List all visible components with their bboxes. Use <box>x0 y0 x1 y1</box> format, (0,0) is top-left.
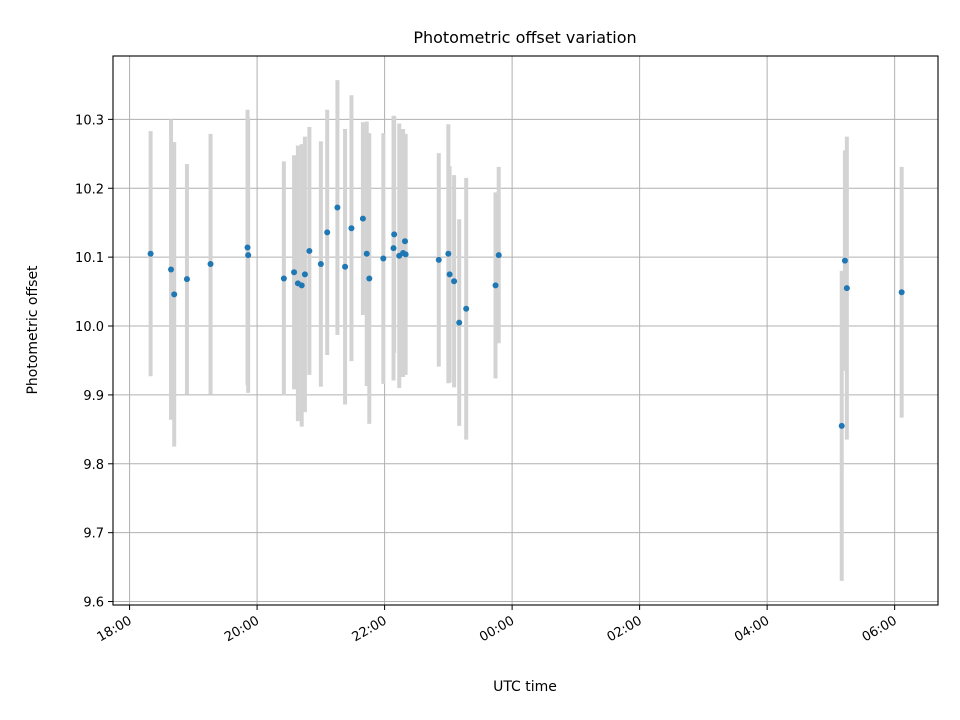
y-tick-label: 9.7 <box>83 527 104 542</box>
data-point <box>359 215 366 222</box>
y-tick-label: 10.3 <box>75 113 104 128</box>
data-point <box>841 257 848 264</box>
data-point <box>324 229 331 236</box>
y-tick-label: 9.6 <box>83 596 104 611</box>
data-point <box>435 256 442 263</box>
plot-frame <box>112 55 939 606</box>
data-point <box>366 275 373 282</box>
data-point <box>495 252 502 259</box>
data-point <box>244 244 251 251</box>
data-point <box>168 266 175 273</box>
data-point <box>301 271 308 278</box>
data-point <box>402 251 409 258</box>
data-point <box>463 305 470 312</box>
data-point <box>291 269 298 276</box>
data-markers <box>147 204 905 429</box>
y-axis: 9.6 9.7 9.8 9.9 10.0 10.1 10.2 10.3 <box>75 113 113 611</box>
data-point <box>280 275 287 282</box>
data-point <box>348 225 355 232</box>
grid <box>113 56 938 605</box>
chart-title: Photometric offset variation <box>413 28 636 47</box>
data-point <box>207 261 214 268</box>
data-point <box>147 250 154 257</box>
data-point <box>838 422 845 429</box>
data-point <box>171 291 178 298</box>
data-point <box>898 289 905 296</box>
y-tick-label: 9.9 <box>83 389 104 404</box>
data-point <box>363 250 370 257</box>
y-tick-label: 10.0 <box>75 320 104 335</box>
data-point <box>391 231 398 238</box>
y-tick-label: 10.1 <box>75 251 104 266</box>
data-point <box>390 245 397 252</box>
data-point <box>183 276 190 283</box>
data-point <box>492 282 499 289</box>
data-point <box>334 204 341 211</box>
y-axis-label: Photometric offset <box>25 265 41 395</box>
data-point <box>446 271 453 278</box>
data-point <box>451 278 458 285</box>
data-point <box>298 282 305 289</box>
data-point <box>342 263 349 270</box>
data-point <box>402 238 409 245</box>
data-point <box>245 252 252 259</box>
data-point <box>456 319 463 326</box>
y-tick-label: 10.2 <box>75 182 104 197</box>
data-point <box>445 250 452 257</box>
data-point <box>317 261 324 268</box>
x-axis-label: UTC time <box>493 679 557 695</box>
data-point <box>843 285 850 292</box>
data-point <box>306 247 313 254</box>
data-point <box>380 255 387 262</box>
y-tick-label: 9.8 <box>83 458 104 473</box>
